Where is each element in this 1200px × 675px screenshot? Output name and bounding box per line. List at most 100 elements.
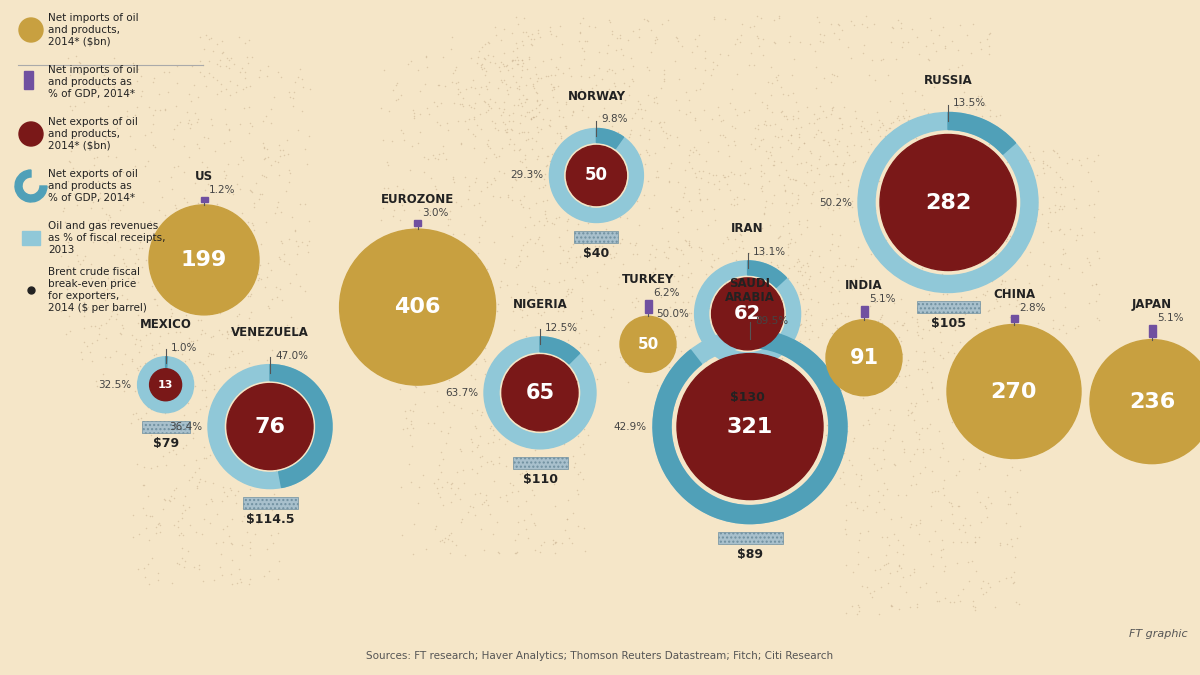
Point (566, 256, 586, 267)
Point (790, 37, 809, 48)
Point (500, 134, 520, 144)
Point (222, 377, 241, 387)
Point (997, 157, 1016, 167)
Circle shape (340, 229, 496, 385)
Point (71, 347, 90, 358)
Point (463, 129, 482, 140)
Point (619, 80, 638, 91)
Point (629, 24, 648, 34)
Point (398, 190, 418, 201)
Point (596, 174, 616, 185)
Point (834, 194, 853, 205)
Point (131, 90, 150, 101)
Point (73, 232, 92, 243)
Point (503, 70, 522, 81)
Point (826, 320, 845, 331)
Point (679, 95, 698, 106)
Point (811, 266, 830, 277)
Point (131, 335, 150, 346)
Point (964, 175, 983, 186)
Point (937, 153, 956, 164)
Point (404, 324, 424, 335)
Point (776, 164, 796, 175)
Point (442, 496, 461, 507)
Point (493, 350, 512, 360)
Point (1040, 206, 1060, 217)
Point (241, 289, 260, 300)
Point (497, 496, 516, 507)
Point (836, 560, 856, 571)
Point (828, 124, 847, 135)
Point (844, 370, 863, 381)
Point (924, 155, 943, 165)
Point (214, 537, 233, 547)
Point (510, 468, 529, 479)
Point (98, 135, 118, 146)
Point (172, 336, 191, 347)
Point (979, 138, 998, 149)
Point (870, 369, 889, 379)
Point (896, 306, 916, 317)
Point (889, 181, 908, 192)
Point (178, 278, 197, 289)
Point (571, 28, 590, 38)
Point (186, 252, 205, 263)
Point (704, 11, 724, 22)
Point (827, 139, 846, 150)
Point (910, 428, 929, 439)
Point (445, 286, 464, 297)
Point (128, 529, 148, 539)
Point (437, 154, 456, 165)
Point (192, 529, 211, 539)
Point (497, 59, 516, 70)
Point (1020, 146, 1039, 157)
Point (466, 373, 485, 384)
Point (782, 151, 802, 161)
Point (192, 385, 211, 396)
Point (512, 157, 532, 167)
Point (673, 270, 692, 281)
Point (554, 303, 574, 314)
Point (494, 439, 514, 450)
Point (859, 134, 878, 145)
Point (530, 32, 550, 43)
Point (251, 239, 270, 250)
Point (944, 251, 964, 262)
Point (398, 252, 418, 263)
Point (166, 346, 185, 356)
Point (210, 366, 229, 377)
Point (227, 178, 246, 189)
Point (96, 118, 115, 129)
Point (914, 323, 934, 334)
Point (640, 150, 659, 161)
Point (522, 113, 541, 124)
Point (254, 570, 274, 581)
Point (451, 99, 470, 110)
Point (466, 250, 485, 261)
Point (595, 172, 614, 183)
Point (960, 102, 979, 113)
Point (876, 354, 895, 364)
Point (512, 348, 532, 358)
Point (569, 230, 588, 240)
Point (480, 326, 499, 337)
Point (805, 117, 824, 128)
Point (130, 302, 149, 313)
Point (824, 70, 844, 80)
Point (522, 132, 541, 143)
Point (852, 329, 871, 340)
Point (548, 63, 568, 74)
Point (505, 173, 524, 184)
Point (576, 410, 595, 421)
Point (656, 133, 676, 144)
Point (646, 92, 665, 103)
Point (991, 279, 1010, 290)
Point (563, 109, 582, 120)
Point (769, 12, 788, 23)
Point (546, 61, 565, 72)
Point (854, 48, 874, 59)
Point (462, 446, 481, 456)
Point (256, 441, 275, 452)
Point (463, 74, 482, 85)
Point (414, 225, 433, 236)
